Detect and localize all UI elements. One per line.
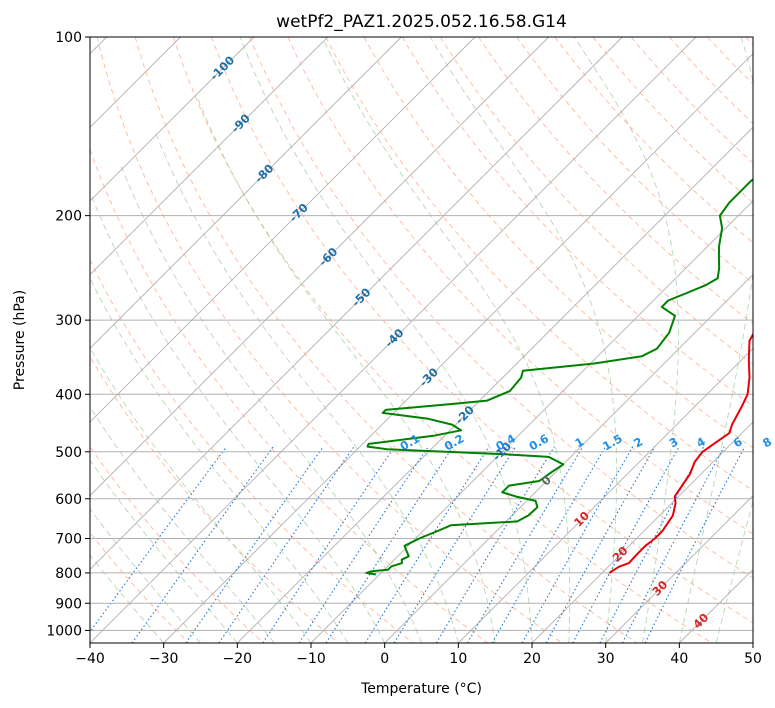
x-tick-label: −40: [75, 651, 105, 667]
moist-adiabat: [573, 37, 679, 643]
mixing-ratio-line: [90, 446, 228, 633]
isotherm-line: [531, 421, 753, 643]
mixing-ratio-line: [467, 446, 584, 643]
mixing-ratio-line: [262, 446, 396, 643]
mixing-ratio-line: [644, 446, 746, 643]
moist-adiabat: [715, 499, 753, 643]
y-tick-label: 700: [55, 532, 82, 548]
y-tick-label: 600: [55, 492, 82, 508]
isotherm-line: [90, 37, 328, 276]
moist-adiabat: [90, 554, 165, 643]
isotherm-line: [90, 37, 476, 423]
isotherm-line: [384, 274, 753, 643]
y-tick-label: 400: [55, 387, 82, 403]
mixing-ratio-line: [364, 446, 490, 643]
chart-title: wetPf2_PAZ1.2025.052.16.58.G14: [276, 12, 567, 32]
dry-adiabat: [325, 37, 753, 492]
x-tick-label: −30: [149, 651, 179, 667]
moist-adiabat: [90, 406, 275, 643]
moist-adiabat: [120, 165, 422, 643]
dry-adiabat: [478, 37, 753, 325]
plot-frame: [89, 36, 754, 644]
y-tick-label: 900: [55, 596, 82, 612]
y-axis-title: Pressure (hPa): [12, 290, 28, 390]
y-tick-label: 1000: [46, 623, 82, 639]
x-tick-label: 30: [597, 651, 615, 667]
x-tick-label: −10: [296, 651, 326, 667]
isotherm-line: [163, 53, 753, 643]
profile-line-2: [365, 178, 753, 576]
profile-series: [365, 178, 753, 576]
dry-adiabat: [249, 37, 753, 579]
isotherm-line: [90, 37, 402, 349]
moist-adiabat: [678, 37, 753, 643]
isotherm-line: [237, 126, 753, 643]
moist-adiabat: [239, 37, 533, 643]
isotherm-line: [90, 37, 255, 202]
y-tick-label: 500: [55, 445, 82, 461]
isotherm-line: [90, 37, 697, 643]
isotherm-line: [605, 495, 753, 643]
isotherm-line: [90, 37, 623, 570]
isotherm-line: [90, 37, 549, 497]
dry-adiabat: [211, 37, 753, 624]
y-axis: 100 200 300 400 500 600 700 800 900 1000: [46, 30, 90, 639]
y-tick-label: 800: [55, 566, 82, 582]
dry-adiabat: [516, 37, 753, 284]
x-tick-label: −20: [223, 651, 253, 667]
mixing-ratio-line: [131, 446, 274, 643]
mixing-ratio-line: [621, 446, 725, 643]
moist-adiabat: [90, 346, 312, 643]
mixing-ratio-line: [435, 446, 555, 643]
dry-adiabat: [401, 37, 753, 407]
moist-adiabat: [195, 94, 496, 643]
moist-adiabat: [90, 508, 201, 643]
x-axis-title: Temperature (°C): [360, 681, 482, 697]
dry-adiabat: [592, 37, 753, 204]
dry-adiabat: [630, 37, 753, 164]
moist-adiabat: [429, 37, 618, 643]
dry-adiabat: [172, 37, 712, 643]
dry-adiabat: [90, 531, 190, 643]
x-tick-label: 10: [449, 651, 467, 667]
dry-adiabat: [90, 258, 414, 643]
dry-adiabat: [134, 37, 638, 643]
x-tick-label: 20: [523, 651, 541, 667]
dry-adiabat: [90, 445, 264, 643]
mixing-ratio-line: [325, 446, 454, 643]
x-tick-label: 40: [670, 651, 688, 667]
moist-adiabat: [90, 459, 238, 643]
mixing-ratio-line: [218, 446, 355, 643]
x-axis: −40 −30 −20 −10 0 10 20 30 40 50: [75, 643, 762, 667]
mixing-ratio-line: [185, 446, 324, 643]
mixing-ratio-line: [545, 446, 656, 643]
y-tick-label: 300: [55, 313, 82, 329]
mixing-ratio-line: [393, 446, 517, 643]
y-tick-label: 100: [55, 30, 82, 46]
x-tick-label: 50: [744, 651, 762, 667]
y-tick-label: 200: [55, 209, 82, 225]
profile-line-1: [608, 332, 753, 574]
isotherm-line: [458, 347, 753, 643]
mixing-ratio-line: [298, 446, 429, 643]
dry-adiabat: [363, 37, 753, 449]
x-tick-label: 0: [380, 651, 389, 667]
moist-adiabat: [321, 37, 571, 643]
moist-adiabat: [90, 195, 386, 643]
dry-adiabat: [440, 37, 753, 366]
